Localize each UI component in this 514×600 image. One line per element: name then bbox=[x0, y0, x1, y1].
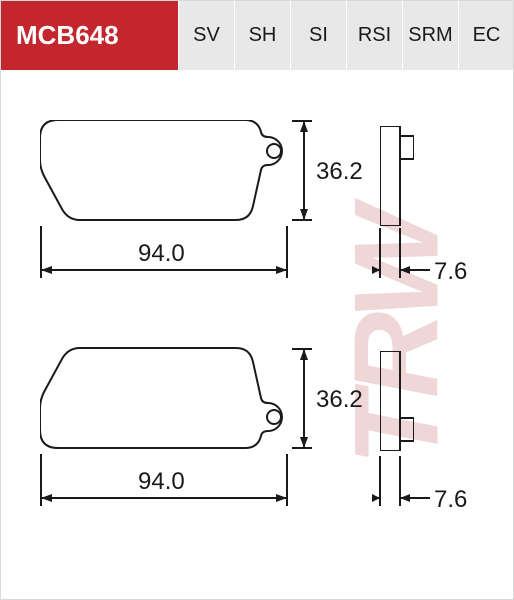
dim-width-label-1: 94.0 bbox=[138, 240, 185, 268]
brake-pad-side-2 bbox=[380, 351, 414, 451]
dim-thickness-label-2: 7.6 bbox=[434, 486, 467, 514]
header-row: MCB648 SV SH SI RSI SRM EC bbox=[0, 0, 514, 70]
code-text: SRM bbox=[408, 24, 452, 47]
part-number-cell: MCB648 bbox=[0, 0, 178, 70]
dim-thickness-label-1: 7.6 bbox=[434, 258, 467, 286]
code-cell-1: SH bbox=[234, 0, 290, 70]
code-text: RSI bbox=[358, 24, 391, 47]
drawing-area: TRW 36.2 94.0 bbox=[0, 70, 514, 600]
code-cell-3: RSI bbox=[346, 0, 402, 70]
code-cell-4: SRM bbox=[402, 0, 458, 70]
dim-height-label-1: 36.2 bbox=[316, 158, 363, 186]
dim-height-2 bbox=[292, 348, 316, 458]
diagram-canvas: MCB648 SV SH SI RSI SRM EC TRW 36.2 bbox=[0, 0, 514, 600]
dim-height-label-2: 36.2 bbox=[316, 386, 363, 414]
brake-pad-front-2 bbox=[40, 345, 288, 455]
dim-height-1 bbox=[292, 120, 316, 230]
code-text: SI bbox=[309, 24, 328, 47]
code-cell-2: SI bbox=[290, 0, 346, 70]
brake-pad-side-1 bbox=[380, 126, 414, 226]
part-number-text: MCB648 bbox=[16, 20, 119, 51]
brake-pad-front-1 bbox=[40, 120, 288, 230]
dim-thickness-2 bbox=[372, 456, 432, 510]
code-cell-5: EC bbox=[458, 0, 514, 70]
code-cell-0: SV bbox=[178, 0, 234, 70]
dim-thickness-1 bbox=[372, 228, 432, 282]
dim-width-label-2: 94.0 bbox=[138, 468, 185, 496]
code-text: EC bbox=[473, 24, 501, 47]
code-text: SH bbox=[249, 24, 277, 47]
code-text: SV bbox=[193, 24, 220, 47]
